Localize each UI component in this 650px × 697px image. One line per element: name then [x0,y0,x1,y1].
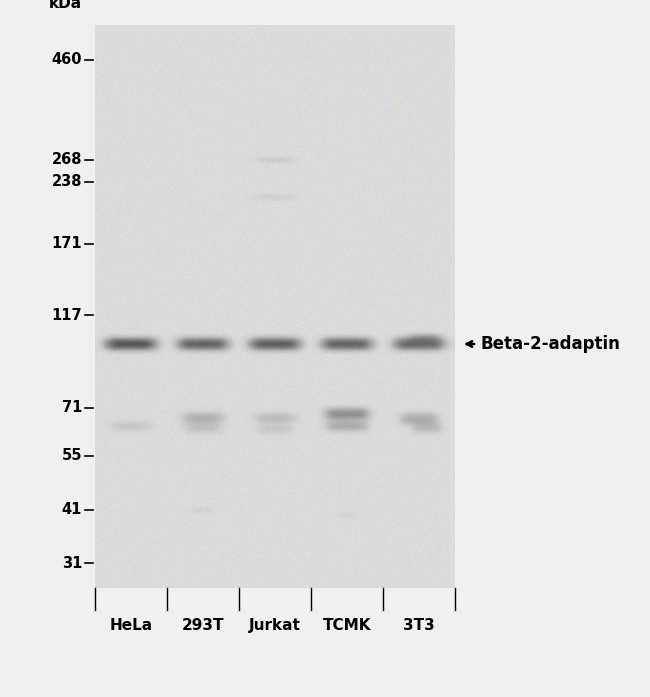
Text: 41: 41 [62,503,82,517]
Text: HeLa: HeLa [109,618,153,633]
Text: 238: 238 [51,174,82,190]
Text: 293T: 293T [182,618,224,633]
Text: Jurkat: Jurkat [249,618,301,633]
Text: Beta-2-adaptin: Beta-2-adaptin [481,335,621,353]
Text: 268: 268 [51,153,82,167]
Text: 117: 117 [51,307,82,323]
Text: 31: 31 [62,556,82,571]
Text: 55: 55 [62,448,82,464]
Text: kDa: kDa [49,0,81,11]
Text: 71: 71 [62,401,82,415]
Text: 171: 171 [51,236,82,252]
Text: 460: 460 [51,52,82,68]
Text: TCMK: TCMK [323,618,371,633]
Text: 3T3: 3T3 [403,618,435,633]
